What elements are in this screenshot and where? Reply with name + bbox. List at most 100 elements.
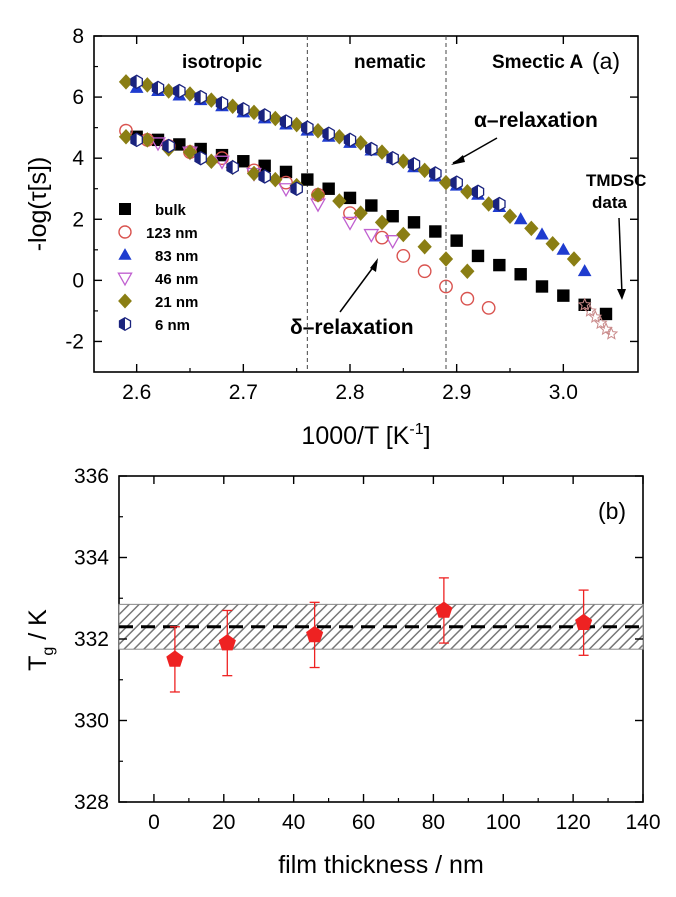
data-point [513,212,528,225]
data-point [566,251,582,267]
x-tick-label-a: 2.9 [442,381,471,404]
data-point [502,208,518,224]
data-point [450,234,463,247]
legend-marker-21-nm [118,293,132,309]
legend-label-46-nm: 46 nm [155,271,198,288]
x-tick-label-a: 2.6 [122,381,151,404]
panel-a: 2.6 2.7 2.8 2.9 3.0 -2 0 2 4 6 8 isotropic nematic… [24,25,646,450]
data-point [246,165,262,182]
series-6-nm [130,74,506,212]
data-point [289,116,304,133]
x-axis-label-a: 1000/T [K-1] [301,421,430,450]
data-point [332,129,347,145]
data-marks-b [166,577,593,693]
data-point [194,142,207,156]
x-tick-label-a: 3.0 [549,381,578,404]
data-point [481,196,496,212]
data-marks-a [118,74,619,340]
data-point [460,291,475,306]
data-point [493,258,506,272]
data-point [279,114,293,129]
data-point [386,150,399,166]
axis-ticks-a: 2.6 2.7 2.8 2.9 3.0 -2 0 2 4 6 8 [65,25,638,404]
data-point [214,155,230,170]
data-point [118,74,134,90]
x-tick-label-b: 140 [625,811,660,834]
data-point [577,297,592,311]
data-point [374,144,390,160]
legend-marker-6-nm [118,316,132,332]
phase-boundaries [306,36,447,372]
x-tick-label-b: 120 [556,811,591,834]
y-tick-label-a: -2 [65,330,84,353]
data-point [225,98,240,115]
data-point [396,249,411,263]
data-point [438,251,454,267]
pentagon-marker [166,650,184,667]
annotation-tmdsc-2: data [592,193,628,212]
data-point [173,83,186,99]
data-point [407,157,421,172]
tg-data-point [575,589,593,656]
data-point [493,196,506,212]
y-tick-label-b: 336 [74,465,109,488]
legend-marker-bulk [119,203,131,215]
data-point [173,138,186,151]
y-axis-label-b: Tg / K [24,609,57,671]
data-point [310,187,326,203]
data-point [258,108,271,123]
pentagon-marker [218,634,236,651]
data-point [524,220,539,237]
data-point [429,225,442,238]
data-point [237,155,250,168]
data-point [151,80,165,96]
x-axis-label-b: film thickness / nm [278,851,484,879]
x-tick-label-b: 80 [422,811,445,834]
y-tick-label-b: 330 [74,710,109,733]
x-tick-label-b: 60 [352,811,375,834]
y-tick-label-a: 2 [72,208,84,231]
arrowhead-delta [370,258,378,272]
data-point [386,210,399,223]
y-tick-label-a: 0 [72,269,84,292]
data-point [258,159,271,173]
data-point [363,228,380,243]
tg-data-point [306,601,324,669]
legend-label-83-nm: 83 nm [155,248,198,265]
data-point [417,239,432,255]
data-point [396,226,411,243]
pentagon-marker [575,613,593,630]
data-point [194,89,207,105]
data-point [417,264,432,279]
arrowhead-alpha [451,155,465,165]
data-point [194,150,207,166]
data-point [322,126,335,142]
data-point [374,214,390,231]
data-point [118,129,134,145]
data-point [162,138,175,154]
legend: bulk 123 nm 83 nm 46 nm 21 nm 6 nm [117,202,198,334]
phase-label-smectic: Smectic A [492,52,583,73]
legend-marker-83-nm [118,248,132,260]
y-tick-label-b: 334 [74,547,109,570]
legend-label-6-nm: 6 nm [155,317,190,334]
panel-label-a: (a) [592,48,620,74]
data-point [161,83,176,99]
data-point [140,132,155,148]
bulk-tg-band [118,603,644,650]
data-point [471,249,485,263]
data-point [130,132,143,148]
annotation-alpha: α–relaxation [474,109,598,132]
data-point [322,182,335,195]
legend-label-21-nm: 21 nm [155,294,198,311]
data-point [556,242,571,255]
data-point [268,110,283,127]
data-point [481,300,496,315]
x-tick-label-a: 2.7 [229,381,258,404]
series-tmdsc-data [577,297,619,340]
data-point [593,315,608,330]
data-point [130,74,143,90]
data-point [353,205,368,221]
pentagon-marker [306,625,324,643]
data-point [375,230,389,245]
